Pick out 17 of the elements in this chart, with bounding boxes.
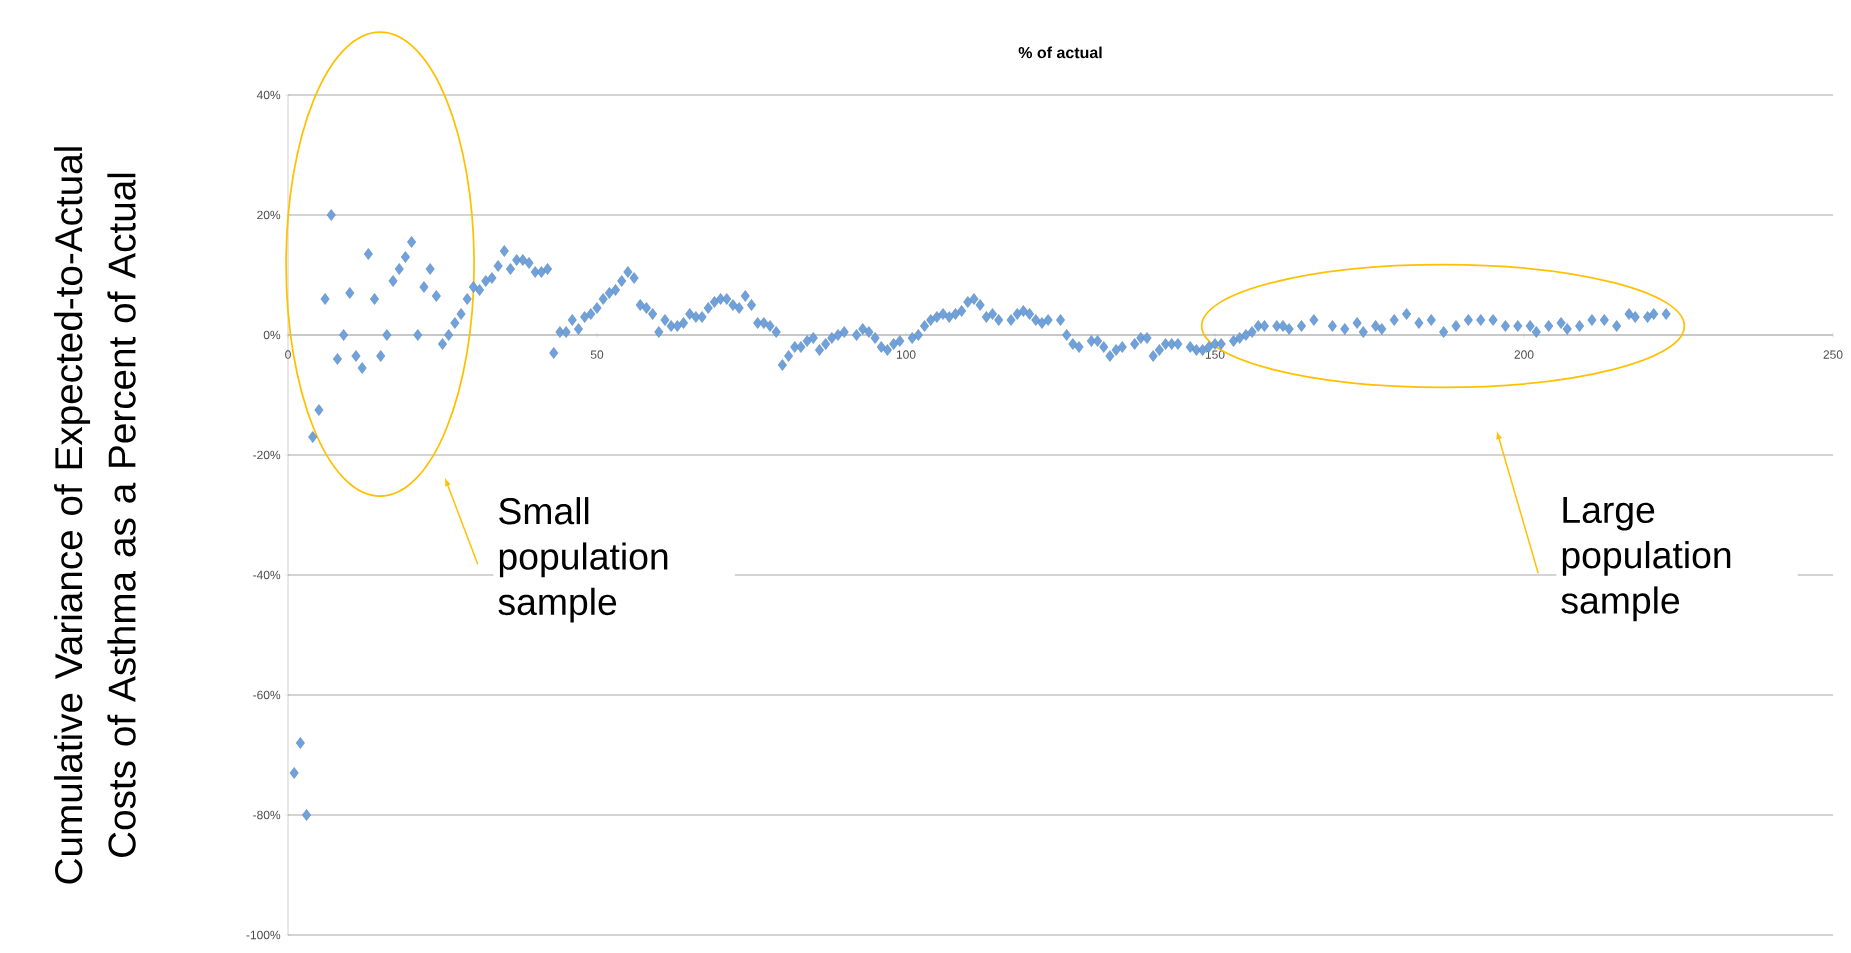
chart-title: % of actual	[1018, 46, 1102, 59]
y-tick-label: 20%	[257, 210, 281, 220]
y-tick-label: 40%	[256, 90, 281, 100]
y-axis-title: Cumulative Variance of Expected-to-Actual Costs of Asthma as a Percent of Actual	[54, 147, 136, 884]
y-tick-label: -100%	[246, 930, 281, 940]
y-tick-label: 0%	[263, 330, 281, 340]
annotation: Large population sample	[1561, 497, 1731, 622]
x-tick-label: 200	[1514, 350, 1534, 359]
y-tick-label: -40%	[253, 570, 281, 580]
y-tick-label: -60%	[253, 690, 281, 700]
x-tick-label: 0	[285, 350, 291, 359]
x-tick-label: 250	[1823, 350, 1843, 359]
x-tick-label: 50	[590, 350, 604, 359]
y-tick-label: -80%	[253, 810, 281, 820]
annotation: Small population sample	[498, 497, 668, 623]
y-tick-label: -20%	[253, 450, 281, 460]
x-tick-label: 100	[896, 350, 916, 359]
